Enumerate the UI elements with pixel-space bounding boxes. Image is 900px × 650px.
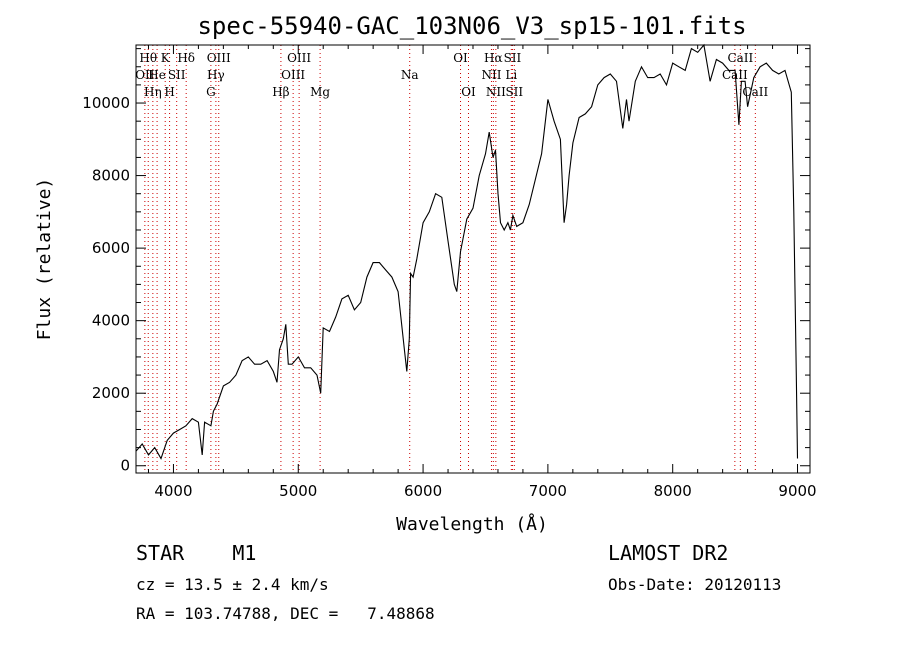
coordinates: RA = 103.74788, DEC = 7.48868 xyxy=(136,604,435,623)
spectrum-line xyxy=(135,43,799,460)
plot-frame xyxy=(135,44,811,474)
y-axis-ticks: 0 2000 4000 6000 8000 10000 xyxy=(82,48,810,475)
line-label: Hδ xyxy=(177,51,195,65)
line-label: SII xyxy=(168,68,186,82)
y-tick-label: 0 xyxy=(120,457,130,475)
y-tick-label: 8000 xyxy=(92,167,130,185)
line-label: G xyxy=(206,85,216,99)
line-label: Na xyxy=(401,68,419,82)
x-tick-label: 5000 xyxy=(279,482,317,500)
line-label: SII xyxy=(504,51,522,65)
line-label: SII xyxy=(505,85,523,99)
object-class: STAR M1 xyxy=(136,541,257,565)
spectral-line-labels: OII Hθ Hη He K H SII Hδ G Hγ OIII Hβ OIII OIII Mg Na OI O… xyxy=(135,51,768,99)
x-axis-label: Wavelength (Å) xyxy=(396,513,548,535)
line-label: CaII xyxy=(742,85,768,99)
y-tick-label: 2000 xyxy=(92,384,130,402)
x-tick-label: 4000 xyxy=(154,482,192,500)
line-label: OIII xyxy=(281,68,305,82)
line-label: Li xyxy=(505,68,517,82)
line-label: H xyxy=(164,85,174,99)
line-label: Hθ xyxy=(139,51,157,65)
x-axis-ticks: 4000 5000 6000 7000 8000 9000 xyxy=(147,45,817,500)
survey-name: LAMOST DR2 xyxy=(608,541,729,565)
line-label: Mg xyxy=(310,85,330,99)
redshift-cz: cz = 13.5 ± 2.4 km/s xyxy=(136,575,329,594)
y-tick-label: 10000 xyxy=(82,94,130,112)
x-tick-label: 6000 xyxy=(404,482,442,500)
x-tick-label: 8000 xyxy=(654,482,692,500)
line-label: NII xyxy=(486,85,506,99)
line-label: OIII xyxy=(207,51,231,65)
line-label: OIII xyxy=(287,51,311,65)
line-label: Hη xyxy=(144,85,162,99)
spectral-line-markers xyxy=(144,45,756,473)
line-label: OI xyxy=(461,85,476,99)
line-label: He xyxy=(148,68,166,82)
x-tick-label: 9000 xyxy=(778,482,816,500)
line-label: OI xyxy=(453,51,468,65)
line-label: Hα xyxy=(484,51,503,65)
chart-title: spec-55940-GAC_103N06_V3_sp15-101.fits xyxy=(197,12,746,40)
line-label: OII xyxy=(135,68,155,82)
y-tick-label: 6000 xyxy=(92,239,130,257)
line-label: CaII xyxy=(727,51,753,65)
line-label: NII xyxy=(481,68,501,82)
y-axis-label: Flux (relative) xyxy=(34,178,55,341)
observation-date: Obs-Date: 20120113 xyxy=(608,575,782,594)
line-label: Hβ xyxy=(272,85,289,99)
line-label: Hγ xyxy=(207,68,225,82)
line-label: K xyxy=(161,51,171,65)
x-tick-label: 7000 xyxy=(529,482,567,500)
y-tick-label: 4000 xyxy=(92,312,130,330)
